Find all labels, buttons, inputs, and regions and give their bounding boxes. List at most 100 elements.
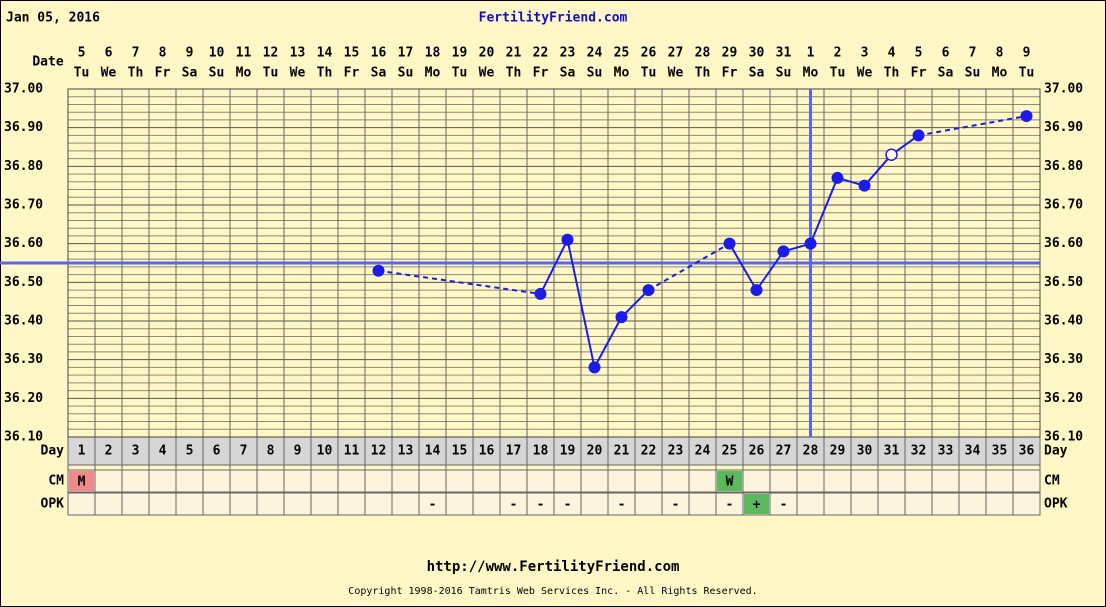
weekday: Sa [938, 66, 954, 81]
temp-segment [566, 239, 596, 368]
cycle-day: 22 [641, 444, 657, 459]
weekday: Th [506, 66, 522, 81]
date: 16 [371, 46, 387, 61]
temp-point [642, 284, 655, 297]
opk-value: - [510, 498, 518, 513]
temp-segment [593, 316, 623, 368]
y-tick-label: 36.90 [4, 120, 43, 135]
temp-point [750, 284, 763, 297]
cycle-day: 11 [344, 444, 360, 459]
cm-value: M [78, 475, 86, 490]
weekday: Tu [74, 66, 90, 81]
site-name: FertilityFriend.com [479, 11, 628, 26]
cycle-day: 23 [668, 444, 684, 459]
cycle-day: 24 [695, 444, 711, 459]
date: 5 [78, 46, 86, 61]
y-tick-label: 36.60 [4, 236, 43, 251]
cycle-day: 18 [533, 444, 549, 459]
date: 26 [641, 46, 657, 61]
weekday: Th [884, 66, 900, 81]
cm-cell [717, 471, 742, 491]
date: 22 [533, 46, 549, 61]
date: 3 [861, 46, 869, 61]
date: 25 [614, 46, 630, 61]
y-tick-label: 36.70 [4, 198, 43, 213]
date: 31 [776, 46, 792, 61]
cycle-day: 8 [267, 444, 275, 459]
y-tick-label: 36.20 [4, 391, 43, 406]
date: 7 [969, 46, 977, 61]
date: 24 [587, 46, 603, 61]
weekday: Sa [371, 66, 387, 81]
temp-segment [755, 250, 785, 291]
weekday: Fr [155, 66, 171, 81]
date: 8 [996, 46, 1004, 61]
weekday: Fr [533, 66, 549, 81]
weekday: Sa [560, 66, 576, 81]
y2-tick-label: 36.40 [1044, 314, 1083, 329]
y2-tick-label: 36.30 [1044, 352, 1083, 367]
weekday: Sa [182, 66, 198, 81]
y2-tick-label: 36.60 [1044, 236, 1083, 251]
temp-segment [378, 269, 541, 295]
row-label: CM [48, 474, 64, 489]
temp-point [588, 361, 601, 374]
cycle-day: 21 [614, 444, 630, 459]
date: 4 [888, 46, 896, 61]
y-tick-label: 36.50 [4, 275, 43, 290]
date: 6 [105, 46, 113, 61]
temp-point [372, 264, 385, 277]
date: 17 [398, 46, 414, 61]
cycle-day: 27 [776, 444, 792, 459]
weekday: Tu [830, 66, 846, 81]
date-label: Date [32, 55, 63, 70]
cycle-day: 17 [506, 444, 522, 459]
opk-value: + [753, 498, 761, 513]
cycle-day: 14 [425, 444, 441, 459]
weekday: Su [209, 66, 225, 81]
cycle-day: 9 [294, 444, 302, 459]
opk-value: - [672, 498, 680, 513]
date: 23 [560, 46, 576, 61]
weekday: Th [317, 66, 333, 81]
cycle-day: 13 [398, 444, 414, 459]
cm-cell [69, 471, 94, 491]
row-label: Day [41, 444, 65, 459]
opk-value: - [618, 498, 626, 513]
weekday: Sa [749, 66, 765, 81]
weekday: Su [965, 66, 981, 81]
date: 5 [915, 46, 923, 61]
temp-point [777, 245, 790, 258]
row-label-right: OPK [1044, 497, 1068, 512]
opk-value: - [537, 498, 545, 513]
cycle-day: 29 [830, 444, 846, 459]
date: 9 [1023, 46, 1031, 61]
temp-point [885, 148, 898, 161]
y-tick-label: 36.80 [4, 159, 43, 174]
weekday: Mo [803, 66, 819, 81]
weekday: Su [587, 66, 603, 81]
temp-point [1020, 110, 1033, 123]
date: 8 [159, 46, 167, 61]
date: 11 [236, 46, 252, 61]
date: 1 [807, 46, 815, 61]
cycle-day: 30 [857, 444, 873, 459]
date: 28 [695, 46, 711, 61]
weekday: We [101, 66, 117, 81]
y2-tick-label: 36.50 [1044, 275, 1083, 290]
cycle-day: 32 [911, 444, 927, 459]
temp-segment [620, 289, 650, 318]
date: 29 [722, 46, 738, 61]
date: 6 [942, 46, 950, 61]
temp-point [858, 179, 871, 192]
date: 10 [209, 46, 225, 61]
temp-point [804, 237, 817, 250]
cycle-day: 12 [371, 444, 387, 459]
weekday: Fr [722, 66, 738, 81]
weekday: Su [776, 66, 792, 81]
row-label-right: Day [1044, 444, 1068, 459]
cycle-day: 1 [78, 444, 86, 459]
date: 30 [749, 46, 765, 61]
footer-url: http://www.FertilityFriend.com [427, 559, 680, 575]
